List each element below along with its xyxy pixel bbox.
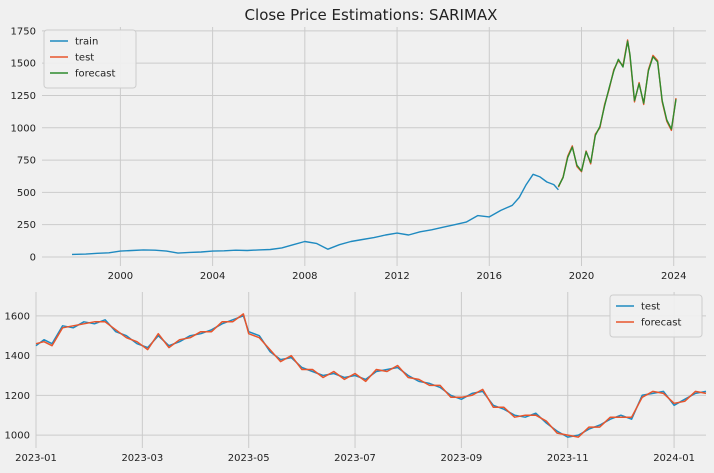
x-tick-label: 2023-03 (121, 453, 163, 464)
legend-label-forecast: forecast (641, 318, 682, 329)
y-tick-label: 1500 (11, 59, 36, 70)
x-tick-label: 2023-11 (547, 453, 589, 464)
y-tick-label: 1000 (5, 431, 30, 442)
legend-label-test: test (641, 302, 660, 313)
legend-label-train: train (75, 37, 98, 48)
x-tick-label: 2024-01 (653, 453, 695, 464)
x-tick-label: 2012 (384, 271, 409, 282)
plot-area (42, 27, 706, 266)
x-tick-label: 2016 (477, 271, 502, 282)
x-tick-label: 2004 (200, 271, 225, 282)
y-tick-label: 750 (17, 156, 36, 167)
x-tick-label: 2023-01 (15, 453, 57, 464)
y-tick-label: 0 (30, 252, 36, 263)
x-tick-label: 2023-09 (440, 453, 482, 464)
legend: train test forecast (43, 29, 137, 89)
x-tick-label: 2023-07 (334, 453, 376, 464)
x-tick-label: 2000 (108, 271, 133, 282)
x-tick-label: 2024 (661, 271, 686, 282)
plot-area (36, 292, 706, 448)
y-tick-label: 250 (17, 220, 36, 231)
bottom-chart: 1000 1200 1400 1600 2023-01 2023-03 2023-05 202… (5, 292, 707, 464)
legend-label-forecast: forecast (75, 69, 116, 80)
y-tick-label: 1250 (11, 91, 36, 102)
y-tick-label: 1000 (11, 123, 36, 134)
legend-label-test: test (75, 53, 94, 64)
x-tick-label: 2023-05 (228, 453, 270, 464)
top-chart: 0 250 500 750 1000 1250 1500 1750 2000 2004 2008 20… (11, 26, 706, 282)
legend: test forecast (609, 294, 703, 338)
series-line-forecast (35, 313, 707, 438)
x-tick-label: 2020 (569, 271, 594, 282)
series-line-forecast (557, 40, 677, 187)
y-tick-label: 500 (17, 188, 36, 199)
y-tick-label: 1400 (5, 351, 30, 362)
y-tick-label: 1200 (5, 391, 30, 402)
x-tick-label: 2008 (292, 271, 317, 282)
y-tick-label: 1750 (11, 26, 36, 37)
chart-title: Close Price Estimations: SARIMAX (245, 6, 498, 24)
series-line-train (71, 173, 559, 256)
y-tick-label: 1600 (5, 311, 30, 322)
